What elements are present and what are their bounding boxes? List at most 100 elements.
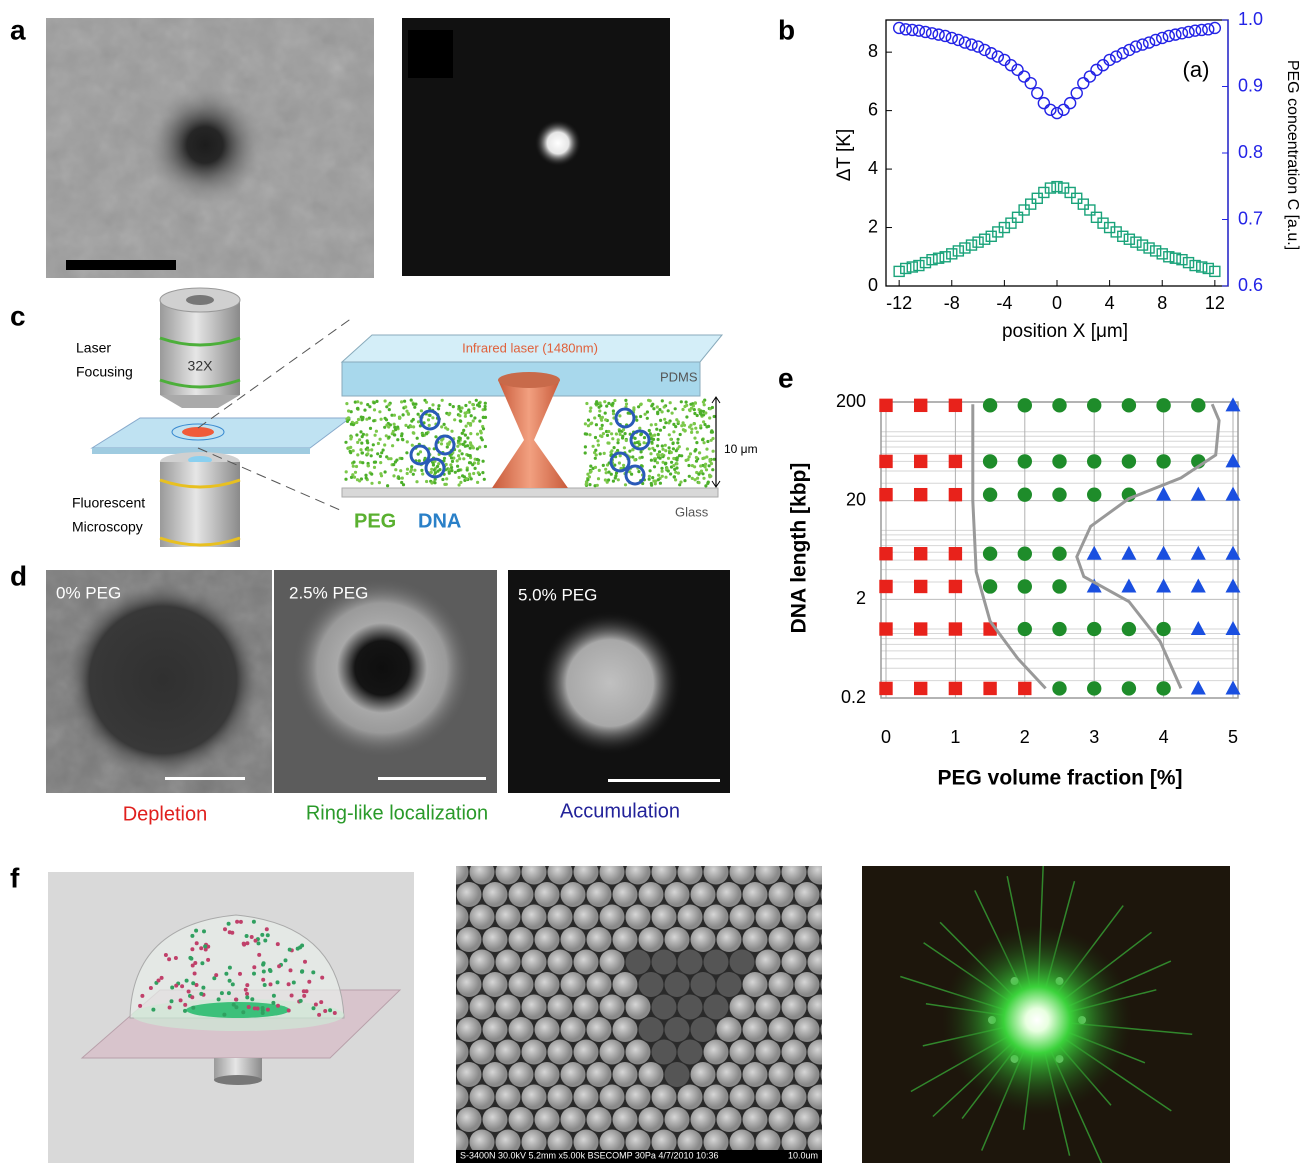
- peg-particle: [663, 462, 668, 466]
- setup-diagram-path: [159, 478, 241, 489]
- marker: [914, 454, 928, 469]
- boundary-line: [1075, 403, 1221, 690]
- peg-particle: [599, 404, 603, 408]
- particle: [140, 993, 145, 998]
- sphere: [586, 972, 612, 997]
- sphere: [703, 949, 729, 975]
- peg-particle: [616, 438, 620, 442]
- sphere: [703, 1039, 729, 1065]
- peg-particle: [359, 448, 363, 452]
- particle: [283, 958, 288, 963]
- peg-particle: [385, 405, 389, 409]
- image-label: 2.5% PEG: [289, 583, 368, 602]
- sphere: [482, 1107, 508, 1132]
- marker: [948, 398, 963, 413]
- particle: [193, 961, 198, 965]
- sphere: [560, 972, 586, 997]
- diagram-label: Infrared laser (1480nm): [462, 340, 598, 355]
- sphere: [794, 882, 820, 907]
- sphere: [742, 1017, 768, 1042]
- peg-particle: [463, 433, 467, 437]
- marker: [1031, 192, 1043, 205]
- peg-particle: [471, 402, 475, 407]
- marker: [1052, 454, 1067, 469]
- sphere: [560, 1107, 586, 1132]
- sphere: [599, 1084, 625, 1110]
- panel-label: c: [10, 300, 26, 331]
- peg-particle: [674, 470, 678, 474]
- peg-particle: [670, 411, 674, 415]
- sphere: [820, 1113, 822, 1126]
- peg-particle: [666, 456, 671, 460]
- sphere: [716, 1107, 742, 1132]
- sphere: [560, 882, 586, 907]
- particle: [230, 930, 235, 935]
- peg-particle: [471, 419, 475, 423]
- sphere: [638, 1017, 664, 1042]
- marker: [906, 23, 919, 37]
- peg-particle: [355, 433, 359, 437]
- peg-particle: [431, 416, 435, 420]
- marker: [914, 681, 928, 696]
- peg-particle: [365, 439, 369, 443]
- setup-diagram-rect: [160, 462, 240, 547]
- peg-particle: [465, 410, 469, 414]
- particle: [252, 965, 257, 970]
- marker: [1109, 50, 1123, 63]
- sphere: [599, 904, 625, 930]
- peg-particle: [702, 441, 706, 445]
- sphere: [508, 882, 534, 907]
- marker: [1077, 76, 1090, 90]
- sphere: [625, 1039, 651, 1065]
- marker: [914, 547, 928, 561]
- diagram-label: DNA: [418, 510, 461, 532]
- peg-particle: [691, 404, 696, 408]
- peg-particle: [640, 455, 644, 459]
- peg-particle: [363, 408, 367, 412]
- peg-particle: [456, 439, 461, 443]
- sphere: [690, 882, 716, 907]
- peg-particle: [452, 456, 456, 460]
- peg-particle: [366, 464, 370, 468]
- peg-particle: [425, 479, 429, 484]
- particle: [264, 927, 269, 932]
- peg-particle: [475, 432, 480, 436]
- particle: [246, 1005, 251, 1009]
- peg-particle: [597, 468, 601, 472]
- sphere: [456, 866, 469, 885]
- peg-particle: [676, 441, 680, 445]
- peg-particle: [610, 449, 614, 453]
- peg-particle: [465, 468, 469, 472]
- peg-particle: [421, 433, 425, 438]
- y-tick-label: 200: [836, 391, 866, 411]
- marker: [1086, 578, 1102, 593]
- peg-particle: [693, 436, 697, 440]
- peg-particle: [631, 448, 635, 452]
- particle: [288, 968, 293, 973]
- marker: [991, 50, 1005, 63]
- peg-particle: [358, 460, 362, 464]
- peg-particle: [356, 453, 360, 457]
- peg-particle: [405, 409, 409, 413]
- peg-particle: [392, 463, 396, 467]
- sphere: [456, 1039, 469, 1065]
- sphere: [547, 1129, 573, 1155]
- marker: [1209, 265, 1221, 278]
- marker: [899, 23, 912, 36]
- peg-particle: [450, 469, 454, 473]
- peg-particle: [674, 478, 678, 482]
- marker: [1175, 27, 1189, 40]
- peg-particle: [476, 480, 480, 484]
- setup-diagram-ellipse: [498, 372, 560, 388]
- setup-diagram-polygon: [498, 380, 560, 440]
- marker: [1090, 211, 1103, 224]
- peg-particle: [394, 468, 398, 472]
- image-caption: Accumulation: [560, 800, 680, 822]
- marker: [1090, 63, 1103, 77]
- peg-particle: [593, 435, 598, 440]
- peg-particle: [441, 477, 445, 482]
- sphere: [716, 882, 742, 907]
- marker: [1189, 259, 1201, 272]
- peg-particle: [702, 420, 706, 424]
- sphere: [651, 994, 677, 1020]
